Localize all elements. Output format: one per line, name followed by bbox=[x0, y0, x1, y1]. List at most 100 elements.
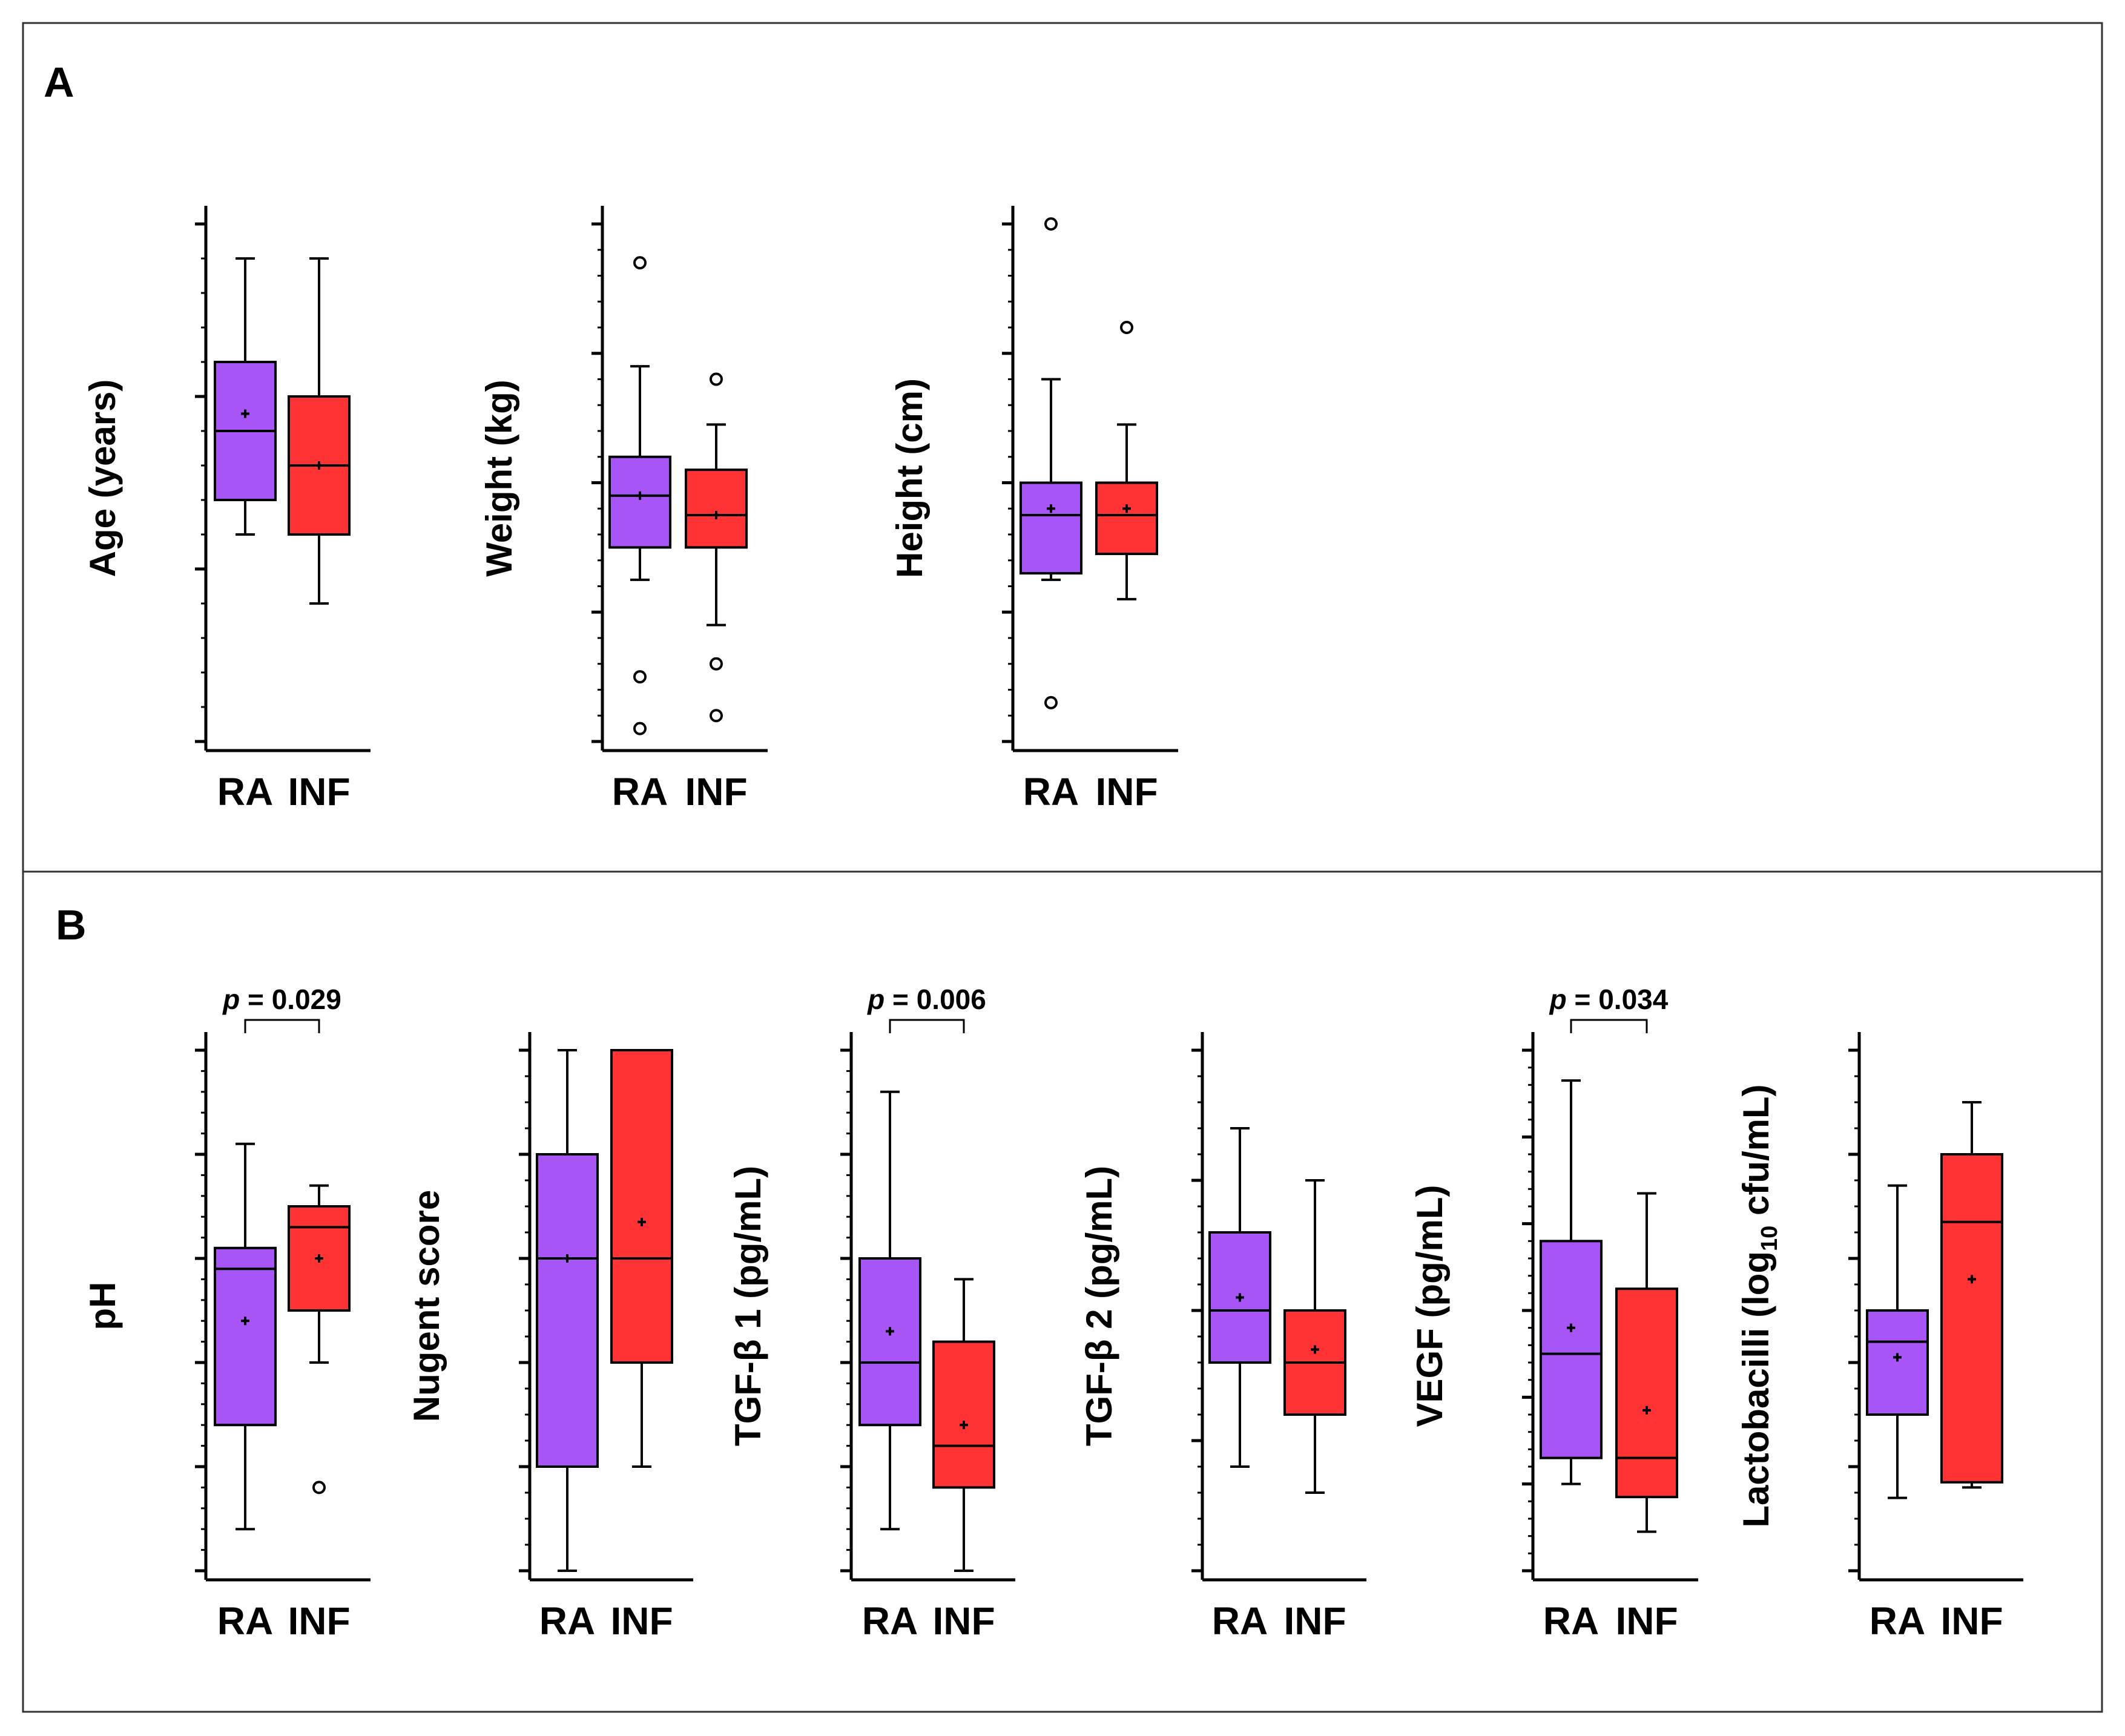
p-value-number: 0.006 bbox=[917, 984, 986, 1015]
box-ra bbox=[858, 1090, 921, 1531]
iqr-box bbox=[536, 1153, 599, 1468]
outlier-point bbox=[710, 657, 723, 671]
x-category-label: INF bbox=[288, 770, 350, 814]
significance-bracket bbox=[1570, 1019, 1648, 1033]
x-category-label: RA bbox=[862, 1599, 918, 1643]
chart-8: VEGF (pg/mL) RA INF p = 0.034 bbox=[1409, 984, 1698, 1643]
p-value-equals: = bbox=[885, 984, 916, 1015]
iqr-box bbox=[1095, 481, 1158, 556]
x-category-label: INF bbox=[1615, 1599, 1678, 1643]
chart-5: Nugent score RA INF bbox=[406, 1032, 693, 1643]
box-inf bbox=[1940, 1101, 2003, 1489]
significance-bracket bbox=[244, 1019, 320, 1033]
box-ra bbox=[214, 1142, 277, 1531]
y-axis-label: Weight (kg) bbox=[479, 380, 519, 577]
significance-bracket bbox=[889, 1019, 965, 1033]
box-inf bbox=[610, 1049, 673, 1468]
p-value-label: p = 0.029 bbox=[222, 984, 341, 1015]
y-axis-label: Nugent score bbox=[406, 1190, 447, 1422]
p-value-symbol: p bbox=[1549, 984, 1567, 1015]
chart-7: TGF-β 2 (pg/mL) RA INF bbox=[1079, 1032, 1366, 1643]
p-value-label: p = 0.006 bbox=[866, 984, 986, 1015]
panel-b-frame bbox=[22, 870, 2103, 1713]
x-category-label: RA bbox=[612, 770, 668, 814]
x-category-label: RA bbox=[217, 1599, 273, 1643]
y-axis-label: Height (cm) bbox=[889, 378, 930, 578]
x-category-label: RA bbox=[539, 1599, 595, 1643]
p-value-symbol: p bbox=[866, 984, 885, 1015]
y-axis-label-main: Lactobacilli (log bbox=[1736, 1251, 1776, 1528]
x-category-label: INF bbox=[932, 1599, 995, 1643]
outlier-point bbox=[1044, 695, 1058, 709]
x-category-label: INF bbox=[1940, 1599, 2003, 1643]
iqr-box bbox=[608, 455, 671, 549]
p-value-equals: = bbox=[1567, 984, 1598, 1015]
box-inf bbox=[1283, 1179, 1346, 1494]
outlier-point bbox=[710, 372, 723, 386]
chart-3: Height (cm) RA INF bbox=[889, 206, 1178, 814]
p-value-number: 0.029 bbox=[272, 984, 341, 1015]
iqr-box bbox=[932, 1340, 995, 1489]
box-inf bbox=[288, 257, 351, 605]
iqr-box bbox=[858, 1257, 921, 1427]
outlier-point bbox=[1120, 321, 1133, 334]
panel-b-label: B bbox=[56, 901, 87, 949]
x-category-label: INF bbox=[685, 770, 747, 814]
box-ra bbox=[536, 1049, 599, 1572]
chart-1: Age (years) RA INF bbox=[82, 206, 371, 814]
outlier-point bbox=[710, 709, 723, 723]
iqr-box bbox=[685, 469, 748, 549]
p-value-number: 0.034 bbox=[1598, 984, 1669, 1015]
chart-9: Lactobacilli (log10 cfu/mL) RA INF bbox=[1736, 1032, 2023, 1643]
box-ra bbox=[1540, 1079, 1603, 1485]
iqr-box bbox=[1020, 481, 1082, 575]
y-axis-label: Lactobacilli (log10 cfu/mL) bbox=[1736, 1084, 1782, 1527]
box-ra bbox=[1020, 217, 1082, 709]
chart-6: TGF-β 1 (pg/mL) RA INF p = 0.006 bbox=[728, 984, 1015, 1643]
p-value-label: p = 0.034 bbox=[1549, 984, 1669, 1015]
outlier-point bbox=[312, 1481, 326, 1494]
iqr-box bbox=[1615, 1287, 1678, 1499]
x-category-label: RA bbox=[1023, 770, 1079, 814]
iqr-box bbox=[1940, 1153, 2003, 1484]
box-inf bbox=[1095, 321, 1158, 600]
x-category-label: RA bbox=[1870, 1599, 1925, 1643]
p-value-equals: = bbox=[240, 984, 271, 1015]
x-category-label: RA bbox=[1212, 1599, 1268, 1643]
outlier-point bbox=[633, 256, 647, 270]
box-ra bbox=[608, 256, 671, 735]
p-value-symbol: p bbox=[222, 984, 240, 1015]
box-inf bbox=[1615, 1192, 1678, 1533]
x-category-label: INF bbox=[288, 1599, 350, 1643]
y-axis-label-subscript: 10 bbox=[1757, 1226, 1782, 1251]
iqr-box bbox=[214, 1246, 277, 1427]
x-category-label: INF bbox=[610, 1599, 673, 1643]
box-ra bbox=[214, 257, 277, 536]
iqr-box bbox=[610, 1049, 673, 1364]
iqr-box bbox=[1540, 1240, 1603, 1459]
box-ra bbox=[1208, 1127, 1271, 1468]
box-inf bbox=[932, 1278, 995, 1572]
panel-a-label: A bbox=[44, 59, 74, 106]
x-category-label: INF bbox=[1095, 770, 1158, 814]
box-ra bbox=[1866, 1184, 1929, 1499]
iqr-box bbox=[1866, 1309, 1929, 1416]
chart-2: Weight (kg) RA INF bbox=[479, 206, 768, 814]
outlier-point bbox=[633, 670, 647, 684]
x-category-label: INF bbox=[1283, 1599, 1346, 1643]
y-axis-label: pH bbox=[82, 1282, 123, 1330]
y-axis-label: Age (years) bbox=[82, 380, 123, 577]
outlier-point bbox=[1044, 217, 1058, 231]
chart-4: pH RA INF p = 0.029 bbox=[82, 984, 371, 1643]
box-inf bbox=[685, 372, 748, 723]
x-category-label: RA bbox=[1543, 1599, 1599, 1643]
x-category-label: RA bbox=[217, 770, 273, 814]
outlier-point bbox=[633, 722, 647, 735]
box-inf bbox=[288, 1184, 351, 1494]
y-axis-label: TGF-β 1 (pg/mL) bbox=[728, 1166, 768, 1446]
y-axis-label: TGF-β 2 (pg/mL) bbox=[1079, 1166, 1119, 1446]
y-axis-label: VEGF (pg/mL) bbox=[1409, 1185, 1450, 1427]
y-axis-label-tail: cfu/mL) bbox=[1736, 1084, 1776, 1225]
